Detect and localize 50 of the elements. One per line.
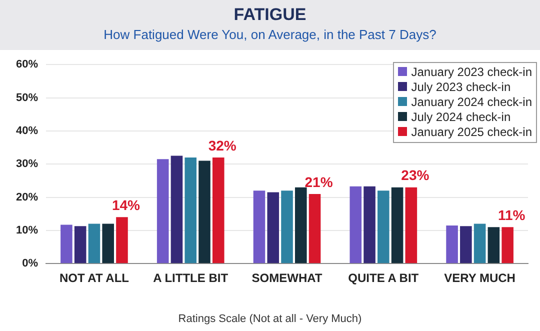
y-tick-label: 20% — [16, 191, 38, 204]
y-tick-label: 50% — [16, 92, 38, 104]
legend-label: July 2024 check-in — [410, 110, 512, 125]
chart-subtitle: How Fatigued Were You, on Average, in the Past 7 Days? — [102, 26, 438, 44]
y-tick-label: 10% — [16, 224, 38, 236]
bar — [88, 224, 100, 264]
bar — [267, 192, 280, 264]
bar — [60, 224, 72, 264]
bar — [502, 227, 514, 264]
bar — [474, 224, 486, 264]
data-label: 21% — [304, 174, 334, 190]
bar — [184, 157, 197, 264]
y-tick-label: 30% — [16, 158, 38, 170]
data-label: 14% — [112, 197, 141, 214]
bar — [391, 187, 404, 264]
x-tick-label: SOMEWHAT — [252, 271, 323, 286]
bar — [405, 187, 418, 264]
x-tick-label: VERY MUCH — [444, 271, 516, 286]
bar — [460, 226, 472, 264]
bar — [170, 156, 183, 264]
bar — [156, 159, 169, 264]
bar — [294, 187, 307, 264]
bar — [308, 194, 321, 264]
bar — [253, 190, 266, 264]
bar — [102, 224, 114, 264]
y-tick-label: 60% — [16, 58, 38, 71]
bar — [364, 186, 376, 264]
x-tick-label: QUITE A BIT — [348, 271, 420, 286]
bar — [281, 190, 293, 264]
legend-label: January 2024 check-in — [410, 95, 532, 110]
x-tick-label: NOT AT ALL — [59, 271, 129, 286]
bar — [116, 217, 128, 264]
bar — [446, 225, 458, 264]
y-tick-label: 40% — [16, 124, 38, 137]
bar — [488, 227, 500, 264]
legend-label: January 2025 check-in — [410, 125, 532, 140]
bar — [74, 226, 86, 264]
legend-label: July 2023 check-in — [410, 80, 512, 95]
x-axis-title: Ratings Scale (Not at all - Very Much) — [177, 313, 363, 325]
bar — [212, 157, 224, 264]
bar — [198, 160, 210, 264]
bar — [378, 190, 390, 264]
data-label: 23% — [401, 167, 430, 184]
chart-title: FATIGUE — [232, 4, 308, 26]
data-label: 11% — [498, 206, 526, 223]
data-label: 32% — [208, 137, 237, 154]
bar — [350, 186, 362, 264]
x-tick-label: A LITTLE BIT — [153, 271, 229, 286]
y-tick-label: 0% — [22, 258, 38, 270]
legend-label: January 2023 check-in — [410, 65, 532, 80]
